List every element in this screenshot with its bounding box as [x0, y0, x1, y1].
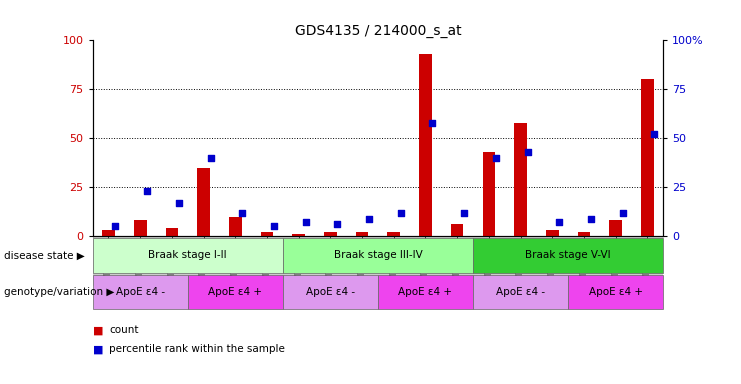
Point [331, 221, 343, 227]
Text: ■: ■ [93, 325, 107, 335]
Bar [514, 122, 527, 236]
Text: percentile rank within the sample: percentile rank within the sample [109, 344, 285, 354]
Bar [641, 79, 654, 236]
Point [554, 219, 565, 225]
Bar [134, 220, 147, 236]
Text: ApoE ε4 -: ApoE ε4 - [496, 287, 545, 297]
Bar [229, 217, 242, 236]
Bar [451, 224, 464, 236]
Text: ApoE ε4 -: ApoE ε4 - [116, 287, 165, 297]
Point [617, 210, 628, 216]
Text: ApoE ε4 -: ApoE ε4 - [306, 287, 355, 297]
Point [205, 155, 216, 161]
Point [268, 223, 280, 230]
Bar [165, 228, 178, 236]
Point [236, 210, 248, 216]
Bar [324, 232, 336, 236]
Point [363, 215, 375, 222]
Text: count: count [109, 325, 139, 335]
Text: ApoE ε4 +: ApoE ε4 + [588, 287, 642, 297]
Point [648, 131, 660, 137]
Text: Braak stage I-II: Braak stage I-II [148, 250, 227, 260]
Bar [292, 234, 305, 236]
Bar [578, 232, 591, 236]
Bar [546, 230, 559, 236]
Point [110, 223, 122, 230]
Point [427, 119, 439, 126]
Bar [197, 167, 210, 236]
Text: Braak stage V-VI: Braak stage V-VI [525, 250, 611, 260]
Text: ApoE ε4 +: ApoE ε4 + [399, 287, 453, 297]
Text: ApoE ε4 +: ApoE ε4 + [208, 287, 262, 297]
Bar [261, 232, 273, 236]
Text: disease state ▶: disease state ▶ [4, 250, 84, 260]
Point [173, 200, 185, 206]
Bar [482, 152, 495, 236]
Bar [102, 230, 115, 236]
Title: GDS4135 / 214000_s_at: GDS4135 / 214000_s_at [295, 24, 461, 38]
Point [490, 155, 502, 161]
Text: ■: ■ [93, 344, 107, 354]
Bar [419, 54, 432, 236]
Point [142, 188, 153, 194]
Point [585, 215, 597, 222]
Text: genotype/variation ▶: genotype/variation ▶ [4, 287, 114, 297]
Point [458, 210, 470, 216]
Point [522, 149, 534, 155]
Point [299, 219, 311, 225]
Bar [356, 232, 368, 236]
Point [395, 210, 407, 216]
Bar [609, 220, 622, 236]
Text: Braak stage III-IV: Braak stage III-IV [333, 250, 422, 260]
Bar [388, 232, 400, 236]
